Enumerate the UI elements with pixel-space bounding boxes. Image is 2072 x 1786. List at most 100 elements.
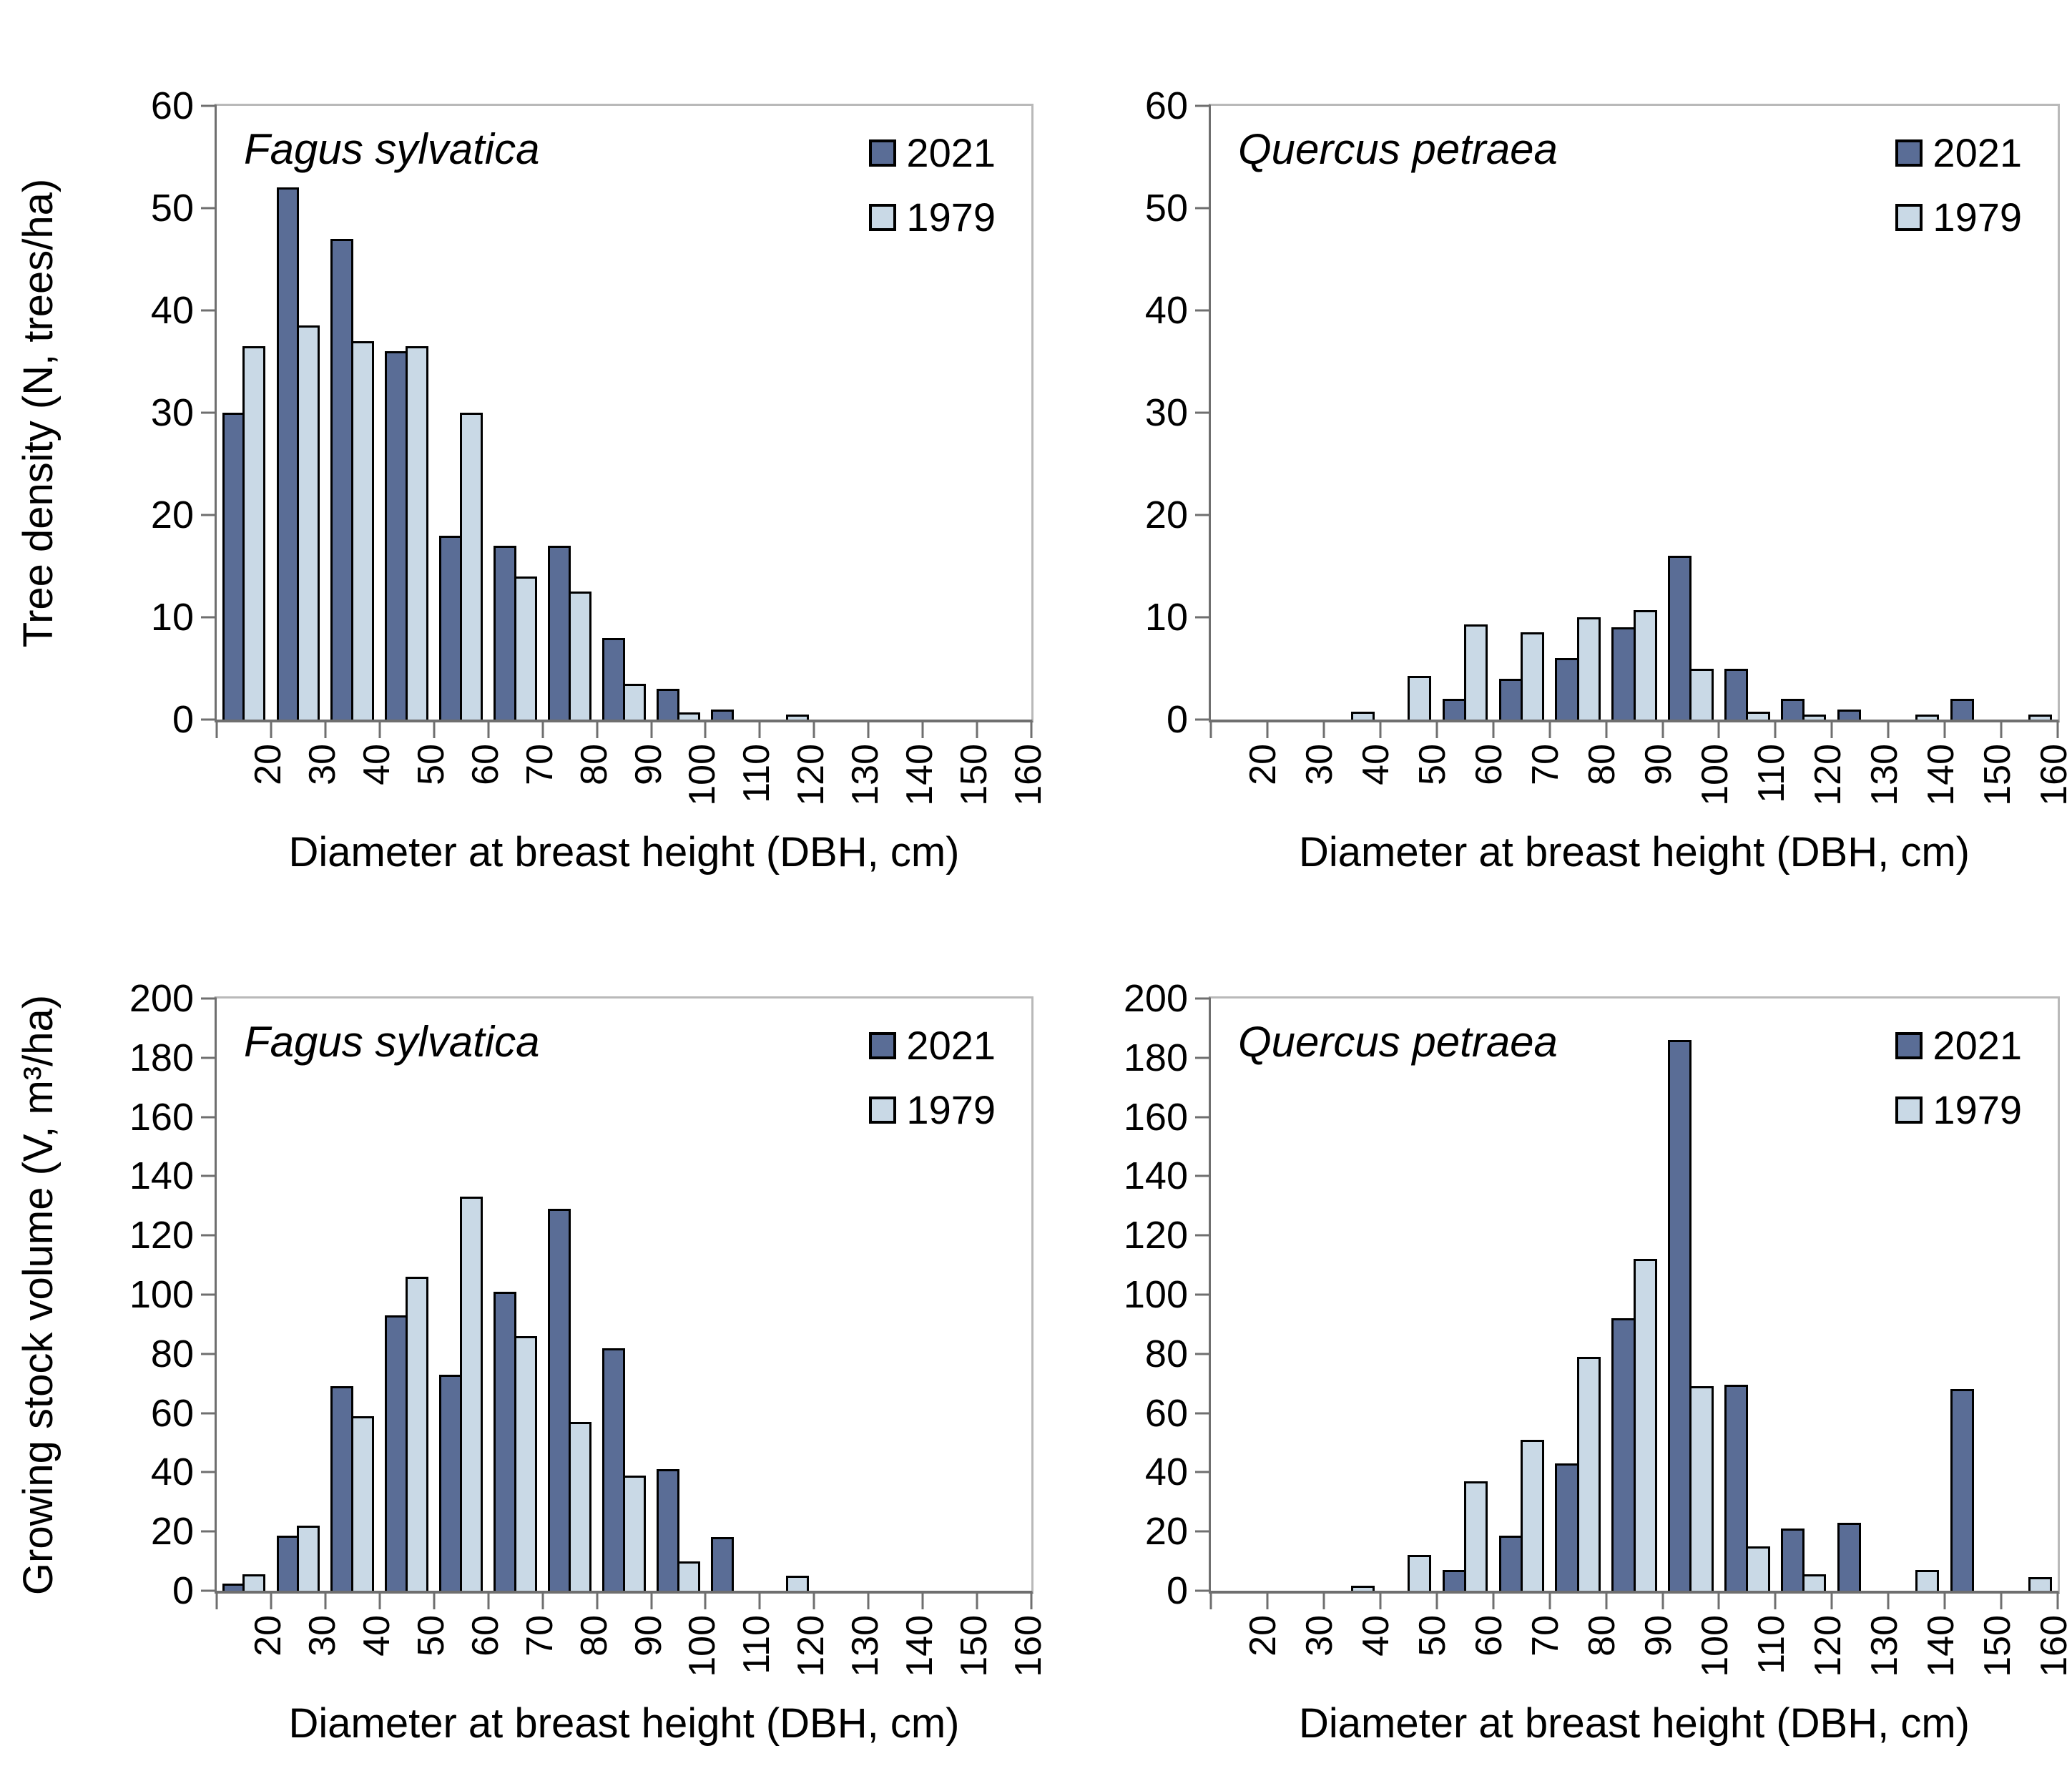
x-tick [1887,720,1890,738]
x-tick [541,720,544,738]
x-tick-label: 50 [1412,1615,1454,1657]
bar-1979-120 [1802,1574,1827,1591]
x-tick [596,720,599,738]
bar-1979-110 [1746,1546,1770,1591]
bar-group-80: 80 [543,106,615,785]
y-tick-label: 40 [1144,1451,1188,1494]
x-tick [215,1591,218,1609]
bar-2021-20 [222,1583,245,1591]
x-tick-label: 110 [736,744,778,803]
bar-1979-90 [623,1475,646,1591]
bar-group-100: 100 [652,106,723,806]
y-tick [1195,1353,1211,1355]
y-tick [201,1116,217,1119]
bar-group-150: 150 [1945,999,2018,1677]
bar-1979-120 [785,715,809,720]
x-tick-label: 140 [1920,744,1962,806]
x-axis-title: Diameter at breast height (DBH, cm) [288,1700,960,1747]
y-tick [201,718,217,721]
x-tick [1266,720,1269,738]
plot-area: 20 30 40 50 60 70 80 90 100 110 120 130 140 150 160 [215,106,1049,806]
bar-2021-110 [1724,668,1749,720]
x-tick [1322,1591,1325,1609]
x-tick-label: 100 [682,1615,724,1677]
x-tick [1030,1591,1033,1609]
y-tick [201,1589,217,1592]
bar-group-100: 100 [652,999,723,1677]
x-tick-label: 40 [1355,1615,1398,1657]
x-tick-label: 60 [464,744,506,785]
bar-group-110: 110 [705,999,777,1674]
y-tick [1195,1293,1211,1296]
y-tick [1195,514,1211,516]
bar-group-30: 30 [1267,999,1340,1657]
bar-group-160: 160 [977,106,1049,806]
x-tick-label: 80 [573,744,615,785]
x-tick [1605,1591,1608,1609]
x-tick-label: 60 [1468,1615,1511,1657]
x-axis-title: Diameter at breast height (DBH, cm) [288,829,960,875]
legend-label-2021: 2021 [906,1023,996,1068]
bar-1979-70 [1520,1439,1544,1591]
x-tick [1717,1591,1720,1609]
bar-2021-100 [1668,1039,1692,1591]
x-tick [1717,720,1720,738]
legend: 2021 1979 [1895,1026,2022,1130]
x-tick [215,720,218,738]
y-tick-label: 140 [1123,1154,1188,1198]
x-tick [1661,720,1664,738]
y-tick-label: 180 [129,1036,194,1079]
x-axis-title: Diameter at breast height (DBH, cm) [1299,829,1970,875]
bar-group-150: 150 [923,999,995,1677]
x-tick [1661,1591,1664,1609]
bar-2021-50 [385,1315,408,1591]
y-tick-label: 30 [1144,391,1188,434]
legend-item-2021: 2021 [1895,1026,2022,1066]
y-tick [1195,616,1211,619]
bar-group-130: 130 [814,106,886,806]
bar-1979-60 [1463,1481,1488,1591]
bar-2021-80 [1555,658,1579,720]
x-tick [487,1591,490,1609]
bar-group-60: 60 [1437,999,1510,1657]
x-tick [1774,1591,1777,1609]
bar-1979-120 [785,1576,809,1591]
x-tick-label: 110 [1750,1615,1792,1674]
y-tick-label: 0 [172,1569,194,1612]
x-tick [1943,720,1946,738]
bar-1979-160 [2028,715,2053,720]
y-tick [201,104,217,107]
x-tick [1548,1591,1551,1609]
x-tick-label: 120 [1807,744,1849,806]
x-tick [1830,720,1833,738]
x-tick-label: 100 [682,744,724,806]
x-tick-label: 50 [1412,744,1454,785]
legend-label-1979: 1979 [906,195,996,240]
x-tick [1492,720,1495,738]
x-tick-label: 90 [1638,1615,1680,1657]
bar-group-70: 70 [488,999,561,1657]
x-tick-label: 160 [2033,744,2072,806]
y-tick-label: 80 [150,1332,194,1375]
x-tick-label: 140 [1920,1615,1962,1677]
bar-group-70: 70 [1493,106,1566,785]
bar-1979-70 [1520,632,1544,720]
bar-1979-30 [297,325,320,720]
y-tick [201,1293,217,1296]
bar-group-90: 90 [1606,999,1679,1657]
legend-swatch-2021 [1895,1032,1923,1059]
y-tick [201,1353,217,1355]
bar-2021-90 [602,637,626,720]
x-tick-label: 140 [899,1615,941,1677]
bar-2021-70 [494,1291,517,1591]
y-tick [201,207,217,210]
legend-item-1979: 1979 [1895,1090,2022,1130]
y-tick-label: 10 [1144,596,1188,639]
legend-swatch-1979 [1895,204,1923,231]
bar-1979-100 [1689,668,1714,720]
bar-group-130: 130 [1832,999,1905,1677]
x-tick-label: 30 [301,1615,343,1657]
x-tick-label: 30 [301,744,343,785]
bar-2021-120 [1781,1529,1805,1591]
